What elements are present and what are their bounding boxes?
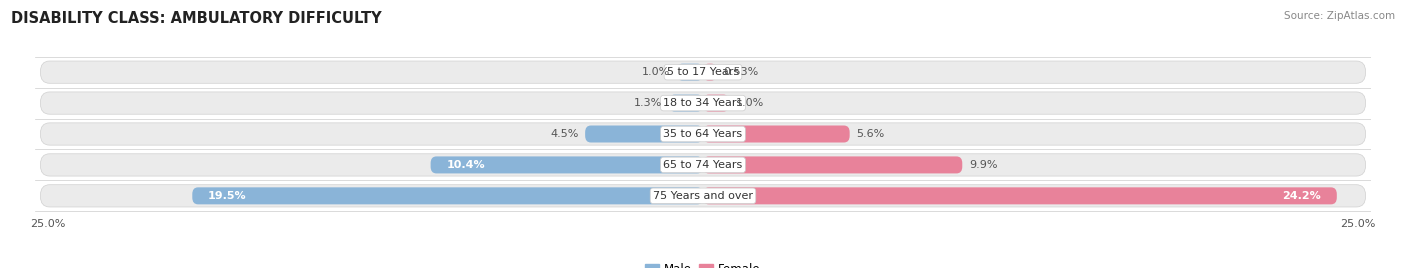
FancyBboxPatch shape xyxy=(193,187,703,204)
Text: 35 to 64 Years: 35 to 64 Years xyxy=(664,129,742,139)
Text: 75 Years and over: 75 Years and over xyxy=(652,191,754,201)
FancyBboxPatch shape xyxy=(41,123,1365,145)
Text: 9.9%: 9.9% xyxy=(969,160,997,170)
Text: 1.0%: 1.0% xyxy=(735,98,763,108)
FancyBboxPatch shape xyxy=(585,125,703,143)
FancyBboxPatch shape xyxy=(41,154,1365,176)
Text: 1.3%: 1.3% xyxy=(634,98,662,108)
Text: 19.5%: 19.5% xyxy=(208,191,246,201)
FancyBboxPatch shape xyxy=(703,95,730,111)
FancyBboxPatch shape xyxy=(703,125,849,143)
FancyBboxPatch shape xyxy=(669,95,703,111)
FancyBboxPatch shape xyxy=(430,157,703,173)
Legend: Male, Female: Male, Female xyxy=(641,258,765,268)
FancyBboxPatch shape xyxy=(703,187,1337,204)
FancyBboxPatch shape xyxy=(703,64,717,81)
Text: DISABILITY CLASS: AMBULATORY DIFFICULTY: DISABILITY CLASS: AMBULATORY DIFFICULTY xyxy=(11,11,382,26)
FancyBboxPatch shape xyxy=(41,185,1365,207)
FancyBboxPatch shape xyxy=(41,92,1365,114)
Text: 10.4%: 10.4% xyxy=(446,160,485,170)
Text: 5 to 17 Years: 5 to 17 Years xyxy=(666,67,740,77)
Text: Source: ZipAtlas.com: Source: ZipAtlas.com xyxy=(1284,11,1395,21)
Text: 24.2%: 24.2% xyxy=(1282,191,1322,201)
Text: 65 to 74 Years: 65 to 74 Years xyxy=(664,160,742,170)
FancyBboxPatch shape xyxy=(676,64,703,81)
Text: 18 to 34 Years: 18 to 34 Years xyxy=(664,98,742,108)
FancyBboxPatch shape xyxy=(41,61,1365,83)
Text: 1.0%: 1.0% xyxy=(643,67,671,77)
Text: 5.6%: 5.6% xyxy=(856,129,884,139)
FancyBboxPatch shape xyxy=(703,157,962,173)
Text: 4.5%: 4.5% xyxy=(550,129,579,139)
Text: 0.53%: 0.53% xyxy=(724,67,759,77)
